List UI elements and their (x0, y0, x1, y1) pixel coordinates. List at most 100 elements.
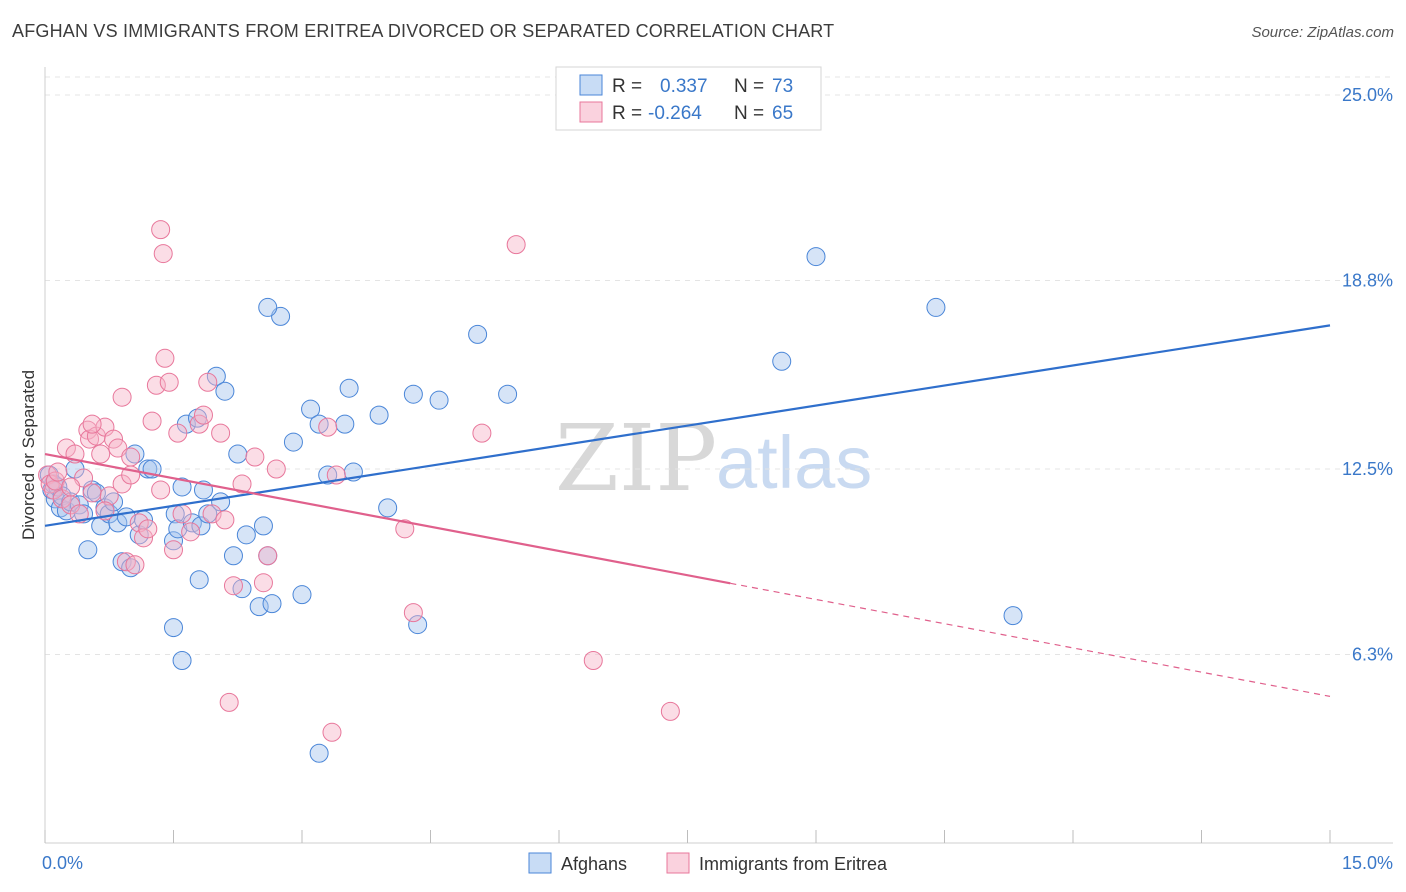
data-point (472, 423, 492, 443)
x-tick-label-min: 0.0% (42, 853, 83, 873)
data-point (806, 247, 826, 267)
x-tick-labels: 0.0% 15.0% (42, 853, 1393, 873)
data-point (429, 390, 449, 410)
data-point (660, 701, 680, 721)
data-point (223, 576, 243, 596)
data-point (198, 504, 218, 524)
data-point (403, 384, 423, 404)
data-point (228, 444, 248, 464)
y-tick-label: 18.8% (1342, 271, 1393, 291)
data-point (202, 504, 222, 524)
data-point (61, 477, 81, 497)
bottom-legend-swatch-eritrea (666, 852, 690, 874)
data-point (1003, 606, 1023, 626)
data-point (164, 540, 183, 560)
data-point (181, 522, 201, 542)
data-point (258, 546, 278, 566)
eritrea-trend-line (44, 452, 731, 585)
data-point (142, 411, 162, 431)
data-point (159, 372, 179, 392)
data-point (191, 516, 211, 536)
legend-swatch-afghan (579, 74, 603, 96)
data-point (232, 474, 252, 494)
data-point (125, 555, 145, 575)
y-axis-title: Divorced or Separated (19, 370, 38, 540)
data-point (198, 372, 218, 392)
data-point (926, 297, 946, 317)
data-point (168, 423, 188, 443)
data-point (369, 405, 389, 425)
eritrea-points (38, 220, 680, 742)
data-point (82, 414, 102, 434)
data-point (189, 414, 209, 434)
chart-title: AFGHAN VS IMMIGRANTS FROM ERITREA DIVORC… (12, 21, 835, 41)
top-legend: R = 0.337 N = 73 R = -0.264 N = 65 (555, 66, 822, 131)
data-point (262, 594, 282, 614)
data-point (223, 546, 243, 566)
data-point (266, 459, 286, 479)
y-tick-labels: 6.3% 12.5% 18.8% 25.0% (1342, 85, 1393, 665)
data-point (151, 480, 171, 500)
data-point (395, 519, 415, 539)
x-tick-label-max: 15.0% (1342, 853, 1393, 873)
y-tick-label: 25.0% (1342, 85, 1393, 105)
data-point (322, 722, 342, 742)
eritrea-trend-line-extrapolated (730, 582, 1331, 697)
data-point (91, 444, 111, 464)
legend-r-label-eritrea: R = (612, 103, 642, 124)
data-point (121, 447, 141, 467)
data-point (506, 235, 526, 255)
data-point (309, 743, 329, 763)
data-point (283, 432, 303, 452)
data-point (236, 525, 256, 545)
data-point (40, 474, 60, 494)
legend-r-afghan: 0.337 (660, 76, 708, 97)
data-point (69, 504, 89, 524)
gridlines (45, 76, 1393, 656)
data-point (583, 650, 603, 670)
data-point (258, 297, 278, 317)
data-point (253, 573, 273, 593)
data-point (86, 483, 106, 503)
legend-n-label-afghan: N = (734, 76, 764, 97)
legend-n-eritrea: 65 (772, 103, 793, 124)
data-point (253, 516, 273, 536)
bottom-legend-label-afghan: Afghans (561, 854, 627, 874)
data-point (318, 417, 338, 437)
data-point (153, 244, 173, 264)
legend-swatch-eritrea (579, 101, 603, 123)
bottom-legend-label-eritrea: Immigrants from Eritrea (699, 854, 888, 874)
bottom-legend-swatch-afghan (528, 852, 552, 874)
trend-lines (44, 324, 1331, 697)
data-point (301, 399, 321, 419)
data-point (215, 510, 235, 530)
data-point (211, 423, 231, 443)
watermark-zip: ZIP (555, 405, 717, 512)
data-point (772, 351, 792, 371)
data-point (138, 519, 158, 539)
data-point (155, 348, 175, 368)
data-point (112, 387, 132, 407)
legend-r-label-afghan: R = (612, 76, 642, 97)
data-point (249, 597, 269, 617)
data-point (146, 375, 166, 395)
data-point (335, 414, 355, 434)
data-point (172, 650, 192, 670)
y-tick-label: 12.5% (1342, 459, 1393, 479)
data-point (468, 324, 488, 344)
data-point (215, 381, 235, 401)
y-tick-label: 6.3% (1352, 645, 1393, 665)
data-point (339, 378, 359, 398)
source-label: Source: ZipAtlas.com (1251, 24, 1394, 41)
data-point (48, 462, 68, 482)
data-point (172, 504, 192, 524)
afghan-points (39, 247, 1023, 763)
data-point (498, 384, 518, 404)
data-point (219, 692, 239, 712)
data-point (245, 447, 265, 467)
data-point (408, 615, 428, 635)
data-point (134, 528, 154, 548)
legend-n-label-eritrea: N = (734, 103, 764, 124)
data-point (164, 618, 183, 638)
